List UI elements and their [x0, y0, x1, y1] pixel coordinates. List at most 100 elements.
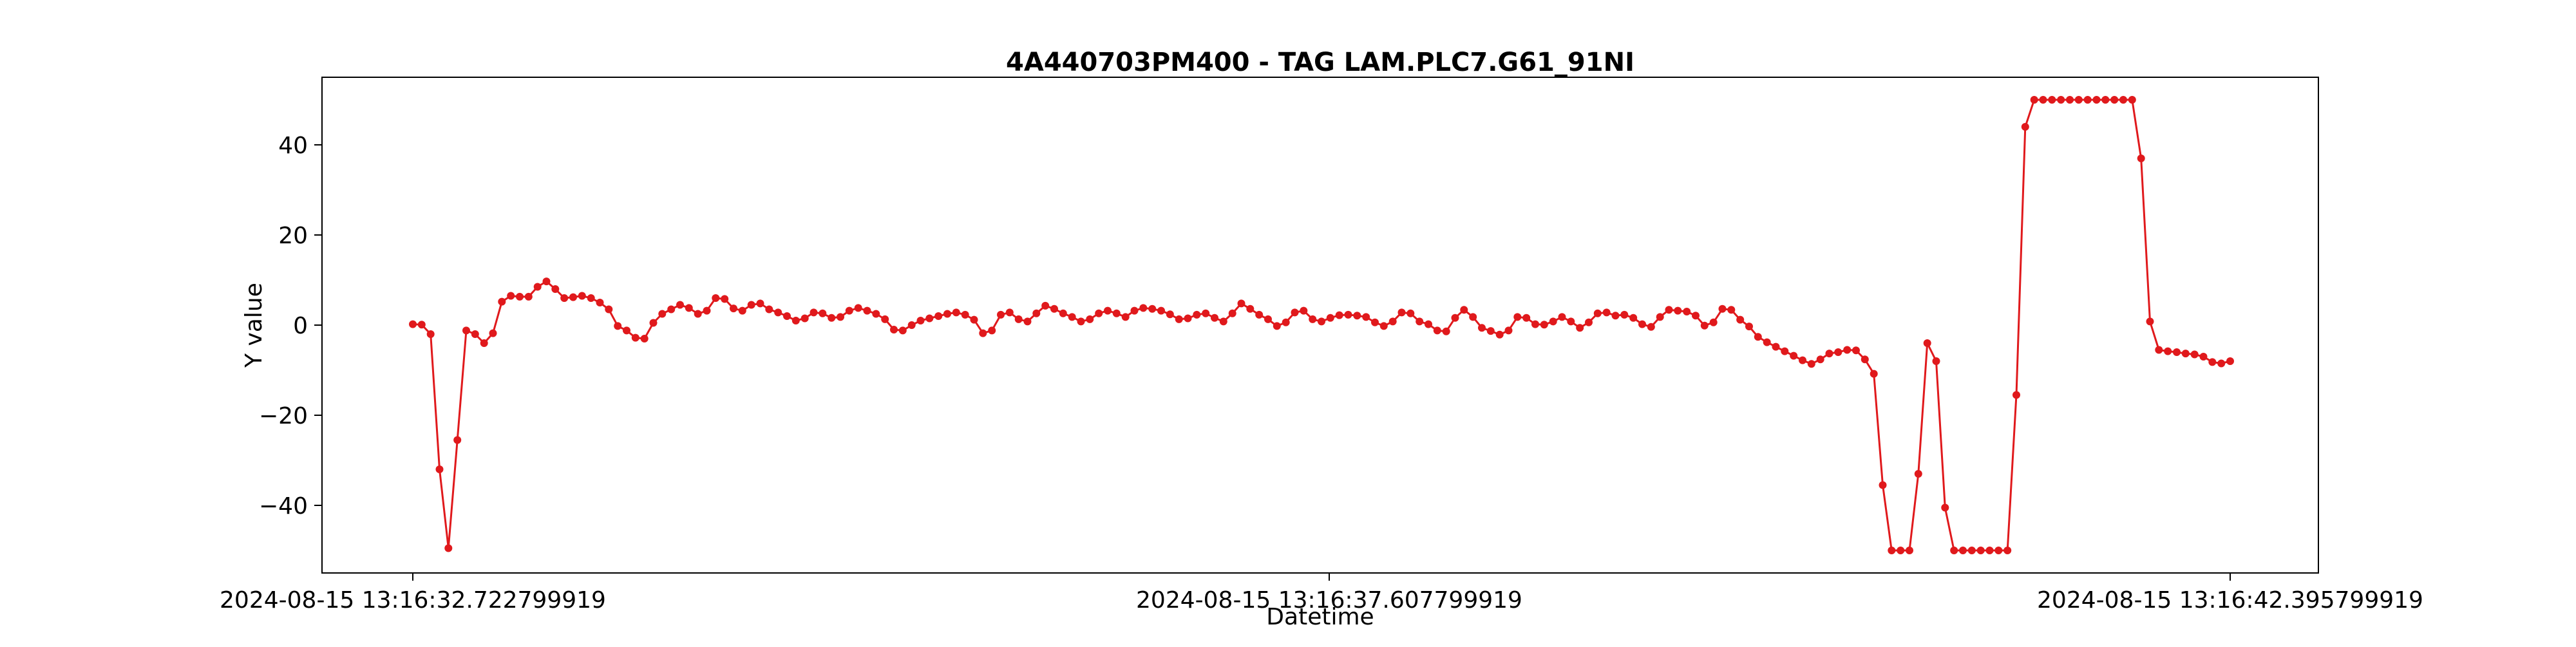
- data-point: [417, 321, 426, 329]
- data-point: [2146, 317, 2154, 326]
- data-point: [1469, 313, 1477, 321]
- data-point: [1023, 317, 1032, 326]
- data-point: [1852, 346, 1860, 355]
- data-point: [2074, 96, 2083, 104]
- data-point: [800, 314, 809, 323]
- data-point: [1273, 322, 1281, 330]
- data-point: [783, 312, 791, 320]
- y-tick-label: 0: [293, 313, 308, 339]
- data-point: [854, 304, 862, 312]
- data-point: [890, 326, 898, 333]
- data-point: [1139, 304, 1148, 312]
- data-point: [730, 305, 737, 313]
- data-point: [2110, 96, 2119, 104]
- data-point: [979, 329, 987, 337]
- data-point: [1255, 310, 1264, 319]
- data-point: [2208, 358, 2217, 366]
- data-point: [1522, 314, 1531, 322]
- data-point: [819, 309, 827, 317]
- data-point: [658, 310, 667, 318]
- data-point: [649, 319, 658, 327]
- data-point: [533, 283, 542, 291]
- data-point: [916, 317, 925, 324]
- data-point: [1718, 305, 1727, 313]
- data-point: [756, 299, 764, 308]
- data-point: [1121, 313, 1130, 321]
- data-point: [872, 310, 880, 318]
- data-point: [1478, 324, 1486, 332]
- data-point: [2066, 96, 2074, 104]
- data-point: [2155, 346, 2163, 354]
- data-point: [2048, 96, 2056, 104]
- data-point: [2083, 96, 2092, 104]
- data-point: [1558, 313, 1566, 321]
- data-point: [2226, 357, 2234, 365]
- data-point: [2199, 353, 2208, 361]
- data-point: [1166, 310, 1174, 319]
- data-point: [640, 335, 649, 342]
- data-point: [907, 321, 916, 329]
- data-point: [694, 310, 702, 318]
- data-point: [1050, 305, 1058, 313]
- data-point: [1567, 317, 1575, 326]
- data-point: [1799, 356, 1806, 364]
- data-point: [1486, 327, 1495, 335]
- data-point: [2217, 359, 2226, 368]
- data-point: [2181, 350, 2190, 358]
- data-point: [551, 285, 560, 293]
- data-point: [1888, 547, 1896, 554]
- data-point: [2012, 391, 2020, 399]
- data-point: [997, 310, 1005, 319]
- data-point: [1353, 312, 1361, 320]
- data-point: [961, 310, 969, 319]
- data-point: [2101, 96, 2110, 104]
- data-point: [1834, 348, 1842, 356]
- data-point: [1611, 312, 1620, 320]
- data-point: [1451, 314, 1459, 322]
- data-point: [524, 292, 533, 301]
- data-point: [480, 339, 488, 347]
- data-point: [1406, 309, 1415, 317]
- data-point: [605, 305, 613, 314]
- data-point: [578, 292, 586, 300]
- data-point: [1442, 327, 1450, 335]
- data-point: [667, 305, 676, 314]
- data-point: [791, 317, 800, 324]
- data-point: [1727, 306, 1736, 314]
- data-point: [1549, 317, 1557, 326]
- data-point: [1388, 317, 1397, 326]
- x-tick-label: 2024-08-15 13:16:32.722799919: [220, 587, 606, 614]
- data-point: [1656, 313, 1664, 321]
- data-point: [614, 322, 622, 330]
- data-point: [1825, 350, 1833, 358]
- data-point: [1130, 306, 1139, 315]
- data-point: [426, 330, 435, 338]
- data-point: [1433, 326, 1441, 335]
- data-point: [1397, 308, 1406, 317]
- data-point: [1086, 315, 1094, 323]
- y-tick-label: 40: [278, 133, 308, 159]
- data-point: [1095, 309, 1103, 317]
- data-point: [1620, 310, 1629, 319]
- data-point: [1745, 323, 1753, 331]
- data-point: [738, 306, 746, 315]
- data-point: [2039, 96, 2047, 104]
- data-point: [1513, 313, 1522, 321]
- data-point: [1264, 315, 1272, 323]
- data-point: [774, 308, 782, 317]
- data-point: [1371, 318, 1379, 326]
- data-point: [2128, 96, 2136, 104]
- data-point: [1638, 320, 1646, 328]
- data-point: [2030, 96, 2038, 104]
- data-point: [1202, 309, 1210, 317]
- data-point: [1994, 547, 2003, 554]
- data-point: [1148, 305, 1157, 313]
- data-point: [1540, 321, 1548, 329]
- data-point: [2173, 348, 2181, 356]
- data-point: [943, 310, 951, 318]
- data-point: [1219, 317, 1227, 326]
- data-point: [1193, 310, 1201, 319]
- data-point: [516, 292, 524, 301]
- data-point: [2164, 347, 2172, 355]
- data-point: [1843, 346, 1852, 354]
